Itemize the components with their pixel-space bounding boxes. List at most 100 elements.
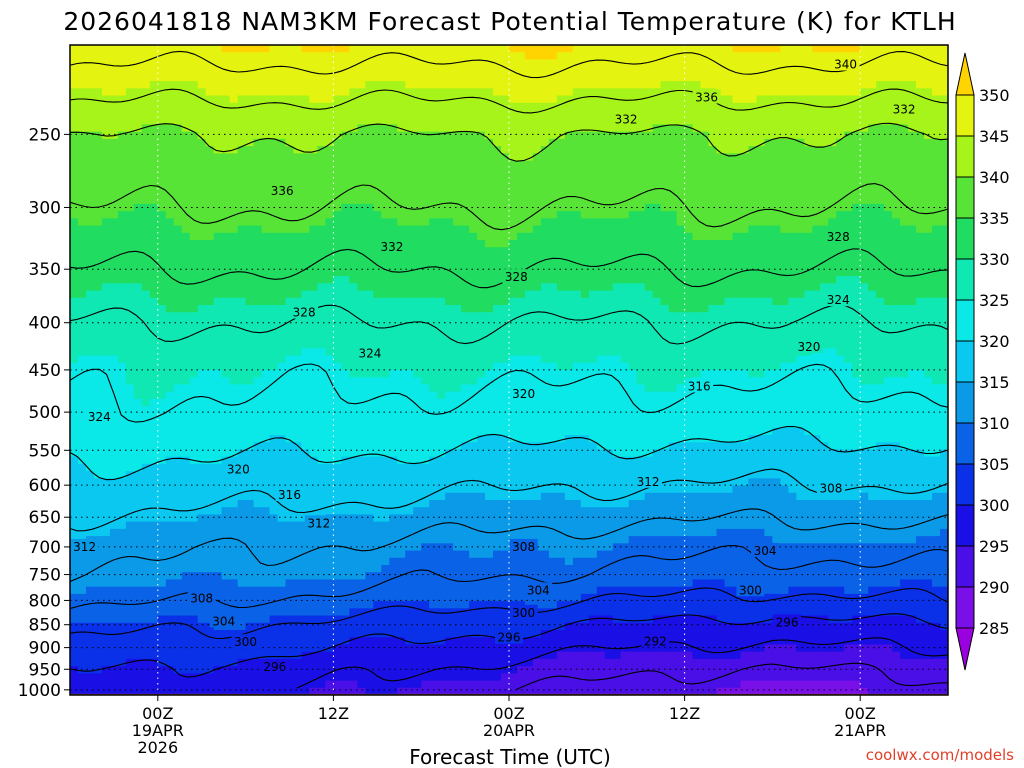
field-cell (253, 485, 263, 494)
field-cell (493, 666, 502, 674)
field-cell (85, 500, 95, 508)
field-cell (397, 550, 406, 559)
field-cell (405, 45, 414, 53)
field-cell (397, 45, 406, 53)
field-cell (477, 167, 486, 176)
field-cell (317, 507, 327, 516)
field-cell (389, 413, 398, 422)
field-cell (501, 500, 510, 508)
field-cell (157, 355, 167, 364)
field-cell (405, 124, 414, 133)
field-cell (397, 449, 406, 458)
field-cell (365, 680, 374, 689)
field-cell (93, 167, 103, 176)
field-cell (189, 536, 199, 544)
field-cell (405, 88, 414, 97)
field-cell (501, 391, 510, 400)
field-cell (461, 312, 470, 321)
field-cell (309, 66, 319, 75)
field-cell (501, 521, 510, 530)
field-cell (341, 586, 350, 595)
field-cell (405, 514, 414, 523)
field-cell (70, 167, 79, 176)
field-cell (453, 543, 462, 552)
field-cell (253, 680, 263, 689)
field-cell (421, 622, 430, 631)
field-cell (70, 622, 79, 631)
field-cell (133, 333, 143, 342)
field-cell (70, 131, 79, 140)
field-cell (485, 117, 494, 126)
field-cell (173, 543, 183, 552)
field-cell (261, 528, 271, 537)
field-cell (125, 391, 135, 400)
field-cell (405, 167, 414, 176)
field-cell (421, 261, 430, 270)
field-cell (469, 471, 478, 479)
field-cell (141, 45, 151, 53)
field-cell (501, 413, 510, 422)
field-cell (461, 211, 470, 219)
field-cell (461, 543, 470, 552)
field-cell (85, 88, 95, 97)
field-cell (101, 391, 111, 400)
field-cell (205, 305, 215, 313)
field-cell (477, 608, 486, 617)
field-cell (205, 420, 215, 429)
field-cell (413, 333, 422, 342)
field-cell (413, 102, 422, 111)
field-cell (341, 593, 350, 602)
field-cell (77, 485, 87, 494)
field-cell (477, 124, 486, 133)
field-cell (141, 66, 151, 75)
field-cell (437, 593, 446, 602)
field-cell (293, 225, 303, 234)
field-cell (373, 88, 382, 97)
field-cell (477, 420, 486, 429)
field-cell (157, 138, 167, 147)
field-cell (357, 268, 366, 277)
field-cell (85, 492, 95, 501)
field-cell (469, 261, 478, 270)
field-cell (333, 413, 342, 422)
field-cell (213, 131, 223, 140)
field-cell (141, 276, 151, 284)
field-cell (253, 500, 263, 508)
field-cell (109, 572, 119, 581)
field-cell (269, 247, 279, 256)
field-cell (389, 218, 398, 227)
field-cell (325, 268, 334, 277)
field-cell (477, 341, 486, 349)
field-cell (109, 211, 119, 219)
field-cell (189, 687, 199, 695)
field-cell (461, 398, 470, 407)
field-cell (317, 305, 327, 313)
field-cell (365, 492, 374, 501)
field-cell (493, 601, 502, 609)
field-cell (213, 247, 223, 256)
field-cell (493, 326, 502, 335)
field-cell (445, 442, 454, 451)
field-cell (373, 449, 382, 458)
field-cell (341, 406, 350, 414)
field-cell (445, 52, 454, 61)
field-cell (485, 276, 494, 284)
field-cell (445, 312, 454, 321)
field-cell (229, 565, 239, 573)
field-cell (165, 370, 175, 378)
field-cell (165, 341, 175, 349)
field-cell (413, 644, 422, 653)
field-cell (349, 521, 358, 530)
field-cell (70, 644, 79, 653)
field-cell (109, 146, 119, 154)
field-cell (293, 615, 303, 624)
field-cell (261, 463, 271, 472)
field-cell (413, 153, 422, 162)
field-cell (341, 579, 350, 588)
field-cell (381, 102, 390, 111)
field-cell (253, 687, 263, 695)
field-cell (149, 240, 159, 248)
field-cell (261, 420, 271, 429)
field-cell (221, 449, 231, 458)
field-cell (133, 196, 143, 205)
